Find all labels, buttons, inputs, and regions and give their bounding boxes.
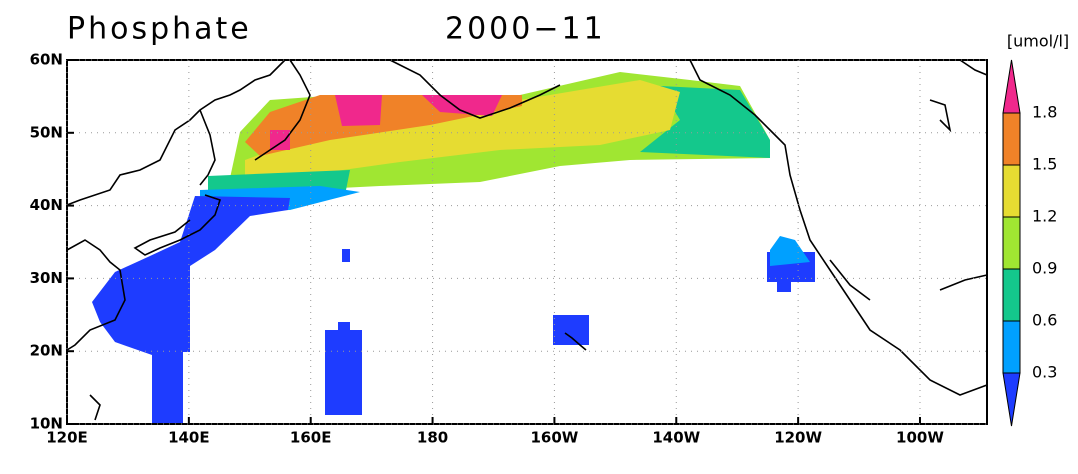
colorbar-segment: [1002, 320, 1021, 374]
field-patch: [770, 236, 810, 266]
colorbar-label: 0.9: [1032, 259, 1057, 278]
y-tick-label: 10N: [30, 415, 63, 433]
coastline: [564, 332, 587, 351]
x-tick-label: 140W: [652, 429, 700, 447]
coastline: [66, 239, 126, 351]
coastline: [199, 109, 216, 186]
x-tick-label: 120E: [46, 429, 88, 447]
x-tick-label: 180: [417, 429, 448, 447]
coastline: [939, 274, 988, 291]
coastline: [929, 99, 952, 133]
colorbar-upper-triangle: [1002, 59, 1021, 114]
y-tick-label: 40N: [30, 196, 63, 214]
field-patch: [342, 249, 350, 262]
coastline: [689, 59, 988, 396]
field-patch: [325, 330, 362, 415]
title: Phosphate: [67, 12, 252, 47]
coastline: [66, 59, 286, 206]
x-tick-label: 100W: [896, 429, 944, 447]
colorbar-label: 1.8: [1032, 103, 1057, 122]
field-patch: [777, 280, 791, 292]
date: 2000−11: [445, 12, 606, 47]
field-patch: [92, 196, 290, 424]
colorbar-segment: [1002, 268, 1021, 322]
coastline: [133, 194, 222, 256]
field-patch: [422, 95, 502, 116]
x-tick-label: 160E: [290, 429, 332, 447]
coastline: [829, 259, 871, 301]
coastline: [254, 59, 311, 161]
coastlines: [66, 59, 988, 421]
y-tick-label: 50N: [30, 123, 63, 141]
units: [umol/l]: [1007, 32, 1069, 51]
field-patch: [245, 80, 680, 182]
field: [92, 72, 815, 424]
colorbar-segment: [1002, 216, 1021, 270]
field-patch: [335, 95, 382, 126]
colorbar-label: 0.6: [1032, 311, 1057, 330]
field-patch: [338, 322, 350, 332]
x-tick-label: 160W: [530, 429, 578, 447]
coastline: [959, 59, 988, 76]
y-tick-label: 60N: [30, 51, 63, 69]
colorbar-label: 1.5: [1032, 155, 1057, 174]
field-patch: [553, 315, 589, 345]
colorbar-lower-triangle: [1002, 372, 1021, 427]
field-patch: [270, 130, 290, 150]
coastline: [389, 59, 561, 119]
y-tick-label: 20N: [30, 342, 63, 360]
colorbar-label: 0.3: [1032, 363, 1057, 382]
colorbar-segment: [1002, 112, 1021, 166]
coastline: [89, 394, 101, 421]
x-tick-label: 120W: [774, 429, 822, 447]
colorbar-label: 1.2: [1032, 207, 1057, 226]
x-tick-label: 140E: [168, 429, 210, 447]
map-frame: [66, 59, 988, 425]
y-tick-label: 30N: [30, 269, 63, 287]
colorbar-segment: [1002, 164, 1021, 218]
